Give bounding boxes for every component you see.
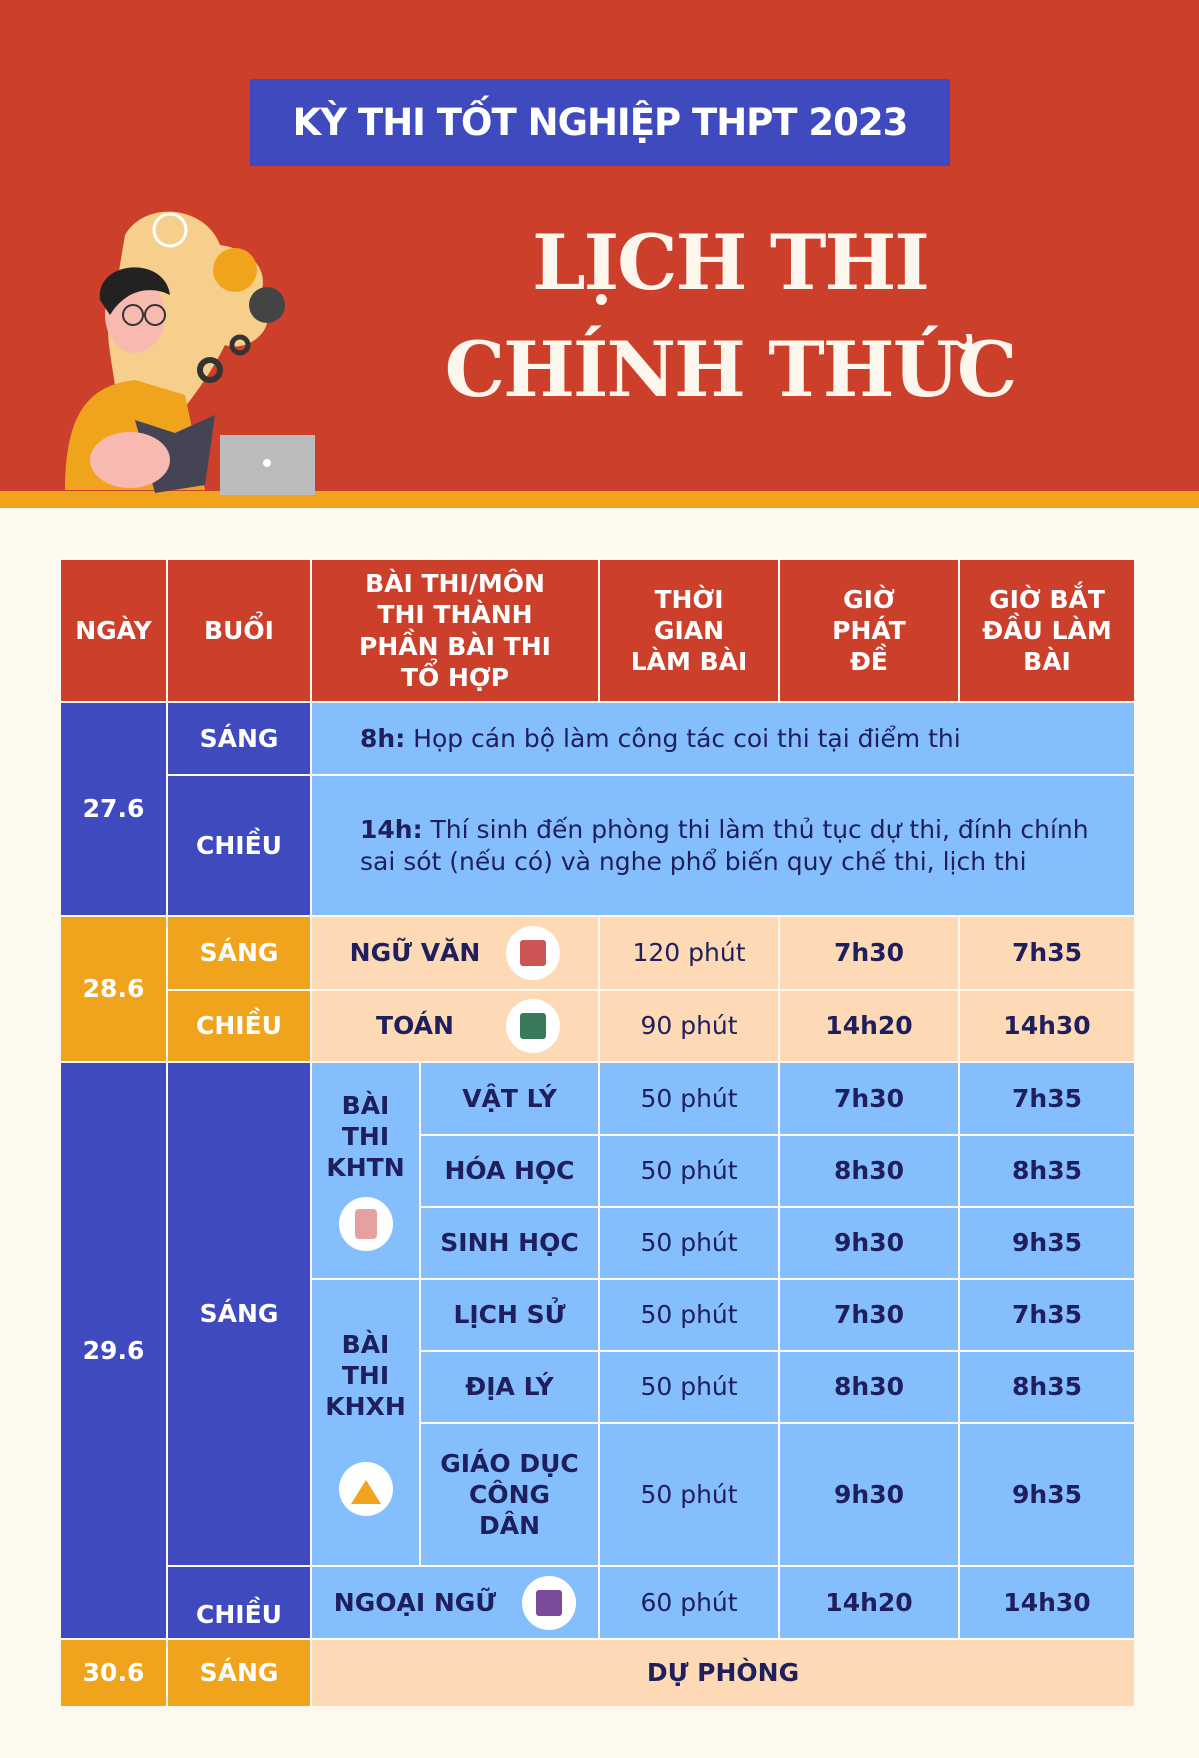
duration-cell: 60 phút — [600, 1567, 780, 1640]
session-cell: SÁNG — [168, 917, 312, 991]
start-time-cell: 14h30 — [960, 1567, 1136, 1640]
session-cell: SÁNG — [168, 1640, 312, 1708]
start-time-cell: 7h35 — [960, 1063, 1136, 1136]
duration-cell: 90 phút — [600, 991, 780, 1063]
start-time-cell: 7h35 — [960, 917, 1136, 991]
release-time-cell: 7h30 — [780, 1063, 960, 1136]
books-icon — [506, 926, 561, 980]
start-time-cell: 9h35 — [960, 1208, 1136, 1280]
group-khxh: BÀI THI KHXH — [312, 1280, 421, 1567]
release-time-cell: 9h30 — [780, 1424, 960, 1567]
subject-cell: GIÁO DỤC CÔNG DÂN — [421, 1424, 600, 1567]
note-text: Thí sinh đến phòng thi làm thủ tục dự th… — [360, 815, 1089, 876]
release-time-cell: 9h30 — [780, 1208, 960, 1280]
note-text: Họp cán bộ làm công tác coi thi tại điểm… — [405, 723, 961, 753]
duration-cell: 50 phút — [600, 1136, 780, 1208]
date-30-6: 30.6 — [61, 1640, 168, 1708]
session-cell: CHIỀU — [168, 1567, 312, 1640]
duration-cell: 50 phút — [600, 1352, 780, 1424]
language-icon — [522, 1575, 577, 1630]
subject-cell: NGOẠI NGỮ — [312, 1567, 600, 1640]
header-start-time: GIỜ BẮT ĐẦU LÀM BÀI — [960, 560, 1136, 703]
note-time: 14h: — [360, 815, 423, 845]
release-time-cell: 7h30 — [780, 917, 960, 991]
duration-cell: 50 phút — [600, 1063, 780, 1136]
student-illustration — [65, 211, 315, 495]
date-28-6: 28.6 — [61, 917, 168, 1063]
subject-cell: HÓA HỌC — [421, 1136, 600, 1208]
subject-name: NGOẠI NGỮ — [333, 1587, 497, 1617]
header-date: NGÀY — [61, 560, 168, 703]
release-time-cell: 8h30 — [780, 1136, 960, 1208]
header-session: BUỔI — [168, 560, 312, 703]
group-label: BÀI THI KHTN — [326, 1090, 405, 1183]
duration-cell: 50 phút — [600, 1208, 780, 1280]
header-duration: THỜI GIAN LÀM BÀI — [600, 560, 780, 703]
session-cell: SÁNG — [168, 703, 312, 776]
date-27-6: 27.6 — [61, 703, 168, 917]
release-time-cell: 8h30 — [780, 1352, 960, 1424]
release-time-cell: 14h20 — [780, 1567, 960, 1640]
subject-cell: NGỮ VĂN — [312, 917, 600, 991]
page-title-line2: CHÍNH THỨC — [444, 325, 1018, 414]
header-subject: BÀI THI/MÔN THI THÀNH PHẦN BÀI THI TỔ HỢ… — [312, 560, 600, 703]
group-khtn: BÀI THI KHTN — [312, 1063, 421, 1280]
math-icon — [506, 999, 560, 1053]
page-title-line1: LỊCH THI — [532, 218, 930, 307]
header-release-time: GIỜ PHÁT ĐỀ — [780, 560, 960, 703]
subject-cell: LỊCH SỬ — [421, 1280, 600, 1352]
subject-name: TOÁN — [376, 1011, 454, 1041]
divider-stripe — [0, 491, 1199, 508]
duration-cell: 50 phút — [600, 1280, 780, 1352]
duration-cell: 120 phút — [600, 917, 780, 991]
group-label: BÀI THI KHXH — [325, 1329, 406, 1422]
note-time: 8h: — [360, 723, 406, 753]
reserve-cell: DỰ PHÒNG — [312, 1640, 1136, 1708]
release-time-cell: 14h20 — [780, 991, 960, 1063]
session-cell: SÁNG — [168, 1063, 312, 1567]
subject-cell: TOÁN — [312, 991, 600, 1063]
history-icon — [338, 1462, 393, 1517]
session-cell: CHIỀU — [168, 776, 312, 917]
release-time-cell: 7h30 — [780, 1280, 960, 1352]
exam-tag: KỲ THI TỐT NGHIỆP THPT 2023 — [250, 79, 950, 166]
start-time-cell: 9h35 — [960, 1424, 1136, 1567]
start-time-cell: 8h35 — [960, 1352, 1136, 1424]
duration-cell: 50 phút — [600, 1424, 780, 1567]
subject-name: NGỮ VĂN — [349, 938, 481, 968]
note-27-6-afternoon: 14h: Thí sinh đến phòng thi làm thủ tục … — [312, 776, 1136, 917]
start-time-cell: 14h30 — [960, 991, 1136, 1063]
science-icon — [338, 1197, 393, 1252]
subject-cell: ĐỊA LÝ — [421, 1352, 600, 1424]
session-cell: CHIỀU — [168, 991, 312, 1063]
start-time-cell: 8h35 — [960, 1136, 1136, 1208]
subject-cell: SINH HỌC — [421, 1208, 600, 1280]
date-29-6: 29.6 — [61, 1063, 168, 1640]
note-27-6-morning: 8h: Họp cán bộ làm công tác coi thi tại … — [312, 703, 1136, 776]
start-time-cell: 7h35 — [960, 1280, 1136, 1352]
subject-cell: VẬT LÝ — [421, 1063, 600, 1136]
